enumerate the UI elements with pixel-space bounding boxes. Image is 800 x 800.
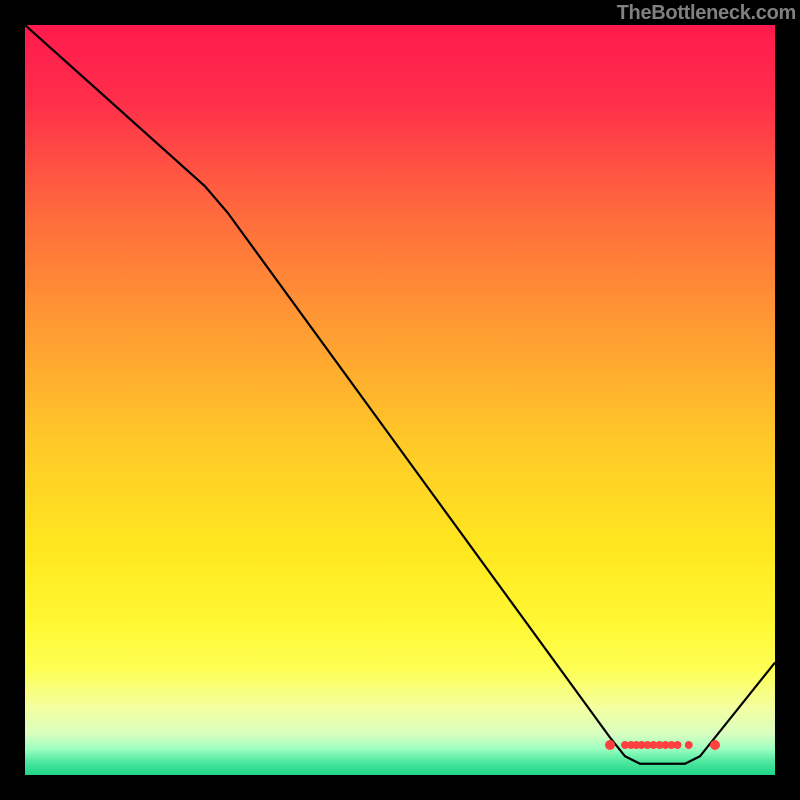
marker-dot [685,741,693,749]
marker-dot [674,741,682,749]
chart-container: TheBottleneck.com [0,0,800,800]
marker-cap [710,740,720,750]
plot-area [25,25,775,775]
watermark-text: TheBottleneck.com [617,2,796,25]
gradient-background [25,25,775,775]
chart-svg [25,25,775,775]
marker-cap [605,740,615,750]
